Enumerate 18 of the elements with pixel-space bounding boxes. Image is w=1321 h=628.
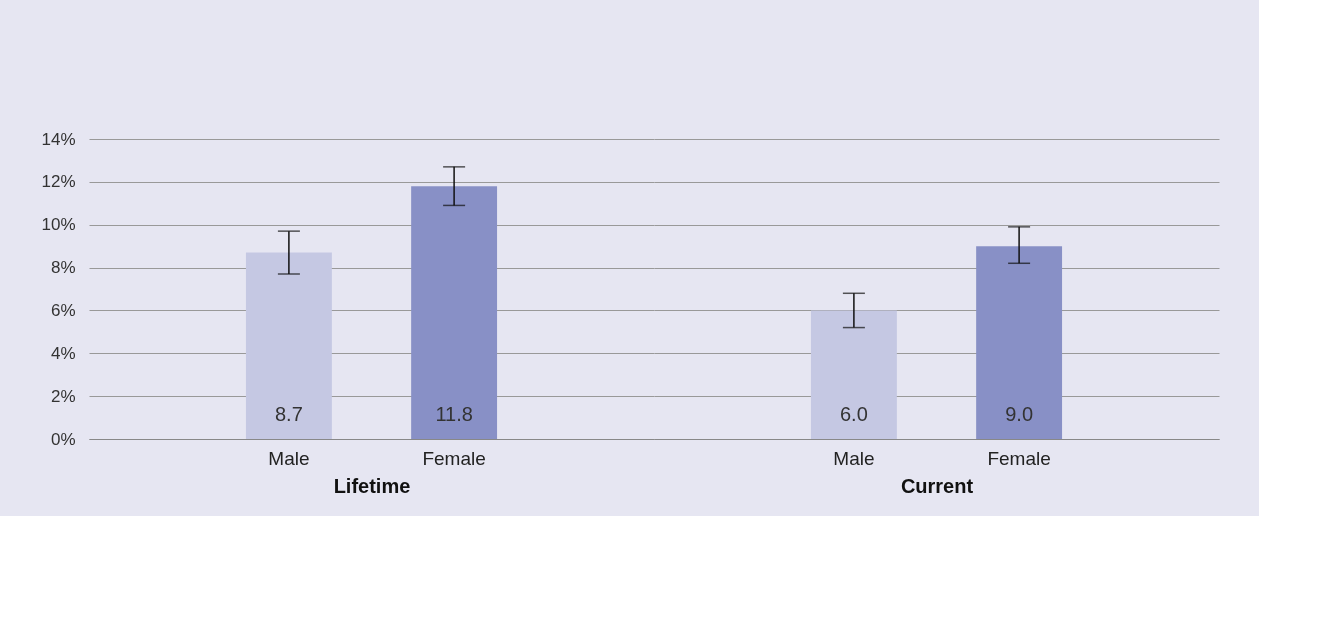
data-label: 6.0	[839, 403, 868, 425]
y-tick-label: 0%	[50, 429, 76, 449]
data-label: 9.0	[1005, 403, 1034, 425]
y-tick-label: 12%	[41, 172, 76, 192]
x-tick-label: Female	[987, 447, 1051, 469]
y-tick-label: 10%	[41, 215, 76, 235]
x-axis-title: Current	[900, 474, 974, 497]
x-axis-title: Lifetime	[333, 474, 411, 497]
y-tick-label: 8%	[50, 258, 76, 278]
y-tick-label: 2%	[50, 386, 76, 406]
y-tick-label: 4%	[50, 343, 76, 363]
y-tick-label: 6%	[50, 300, 76, 320]
data-label: 8.7	[274, 403, 303, 425]
data-label: 11.8	[435, 403, 473, 425]
x-tick-label: Male	[268, 447, 310, 469]
y-tick-label: 14%	[41, 129, 76, 149]
x-tick-label: Female	[422, 447, 486, 469]
x-tick-label: Male	[833, 447, 875, 469]
